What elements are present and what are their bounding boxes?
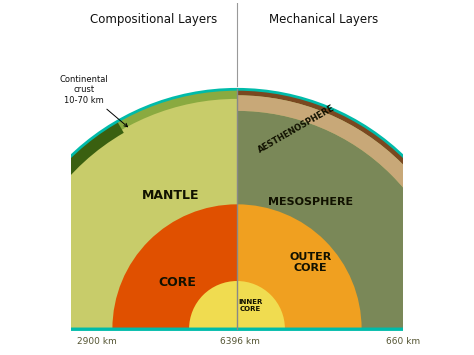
- Text: 2900 km: 2900 km: [77, 337, 117, 346]
- Wedge shape: [237, 99, 467, 329]
- Text: AESTHENOSPHERE: AESTHENOSPHERE: [257, 104, 337, 155]
- Wedge shape: [237, 204, 362, 329]
- Text: LITHOSPHERE
(10-200 km): LITHOSPHERE (10-200 km): [0, 354, 1, 355]
- Wedge shape: [189, 281, 285, 329]
- Text: INNER
CORE: INNER CORE: [238, 299, 263, 312]
- Wedge shape: [237, 89, 474, 329]
- Text: 660 km: 660 km: [386, 337, 420, 346]
- Wedge shape: [237, 95, 471, 329]
- Wedge shape: [112, 204, 237, 329]
- Text: Oceanic
crust
5-7 km: Oceanic crust 5-7 km: [0, 354, 1, 355]
- Wedge shape: [237, 89, 474, 329]
- Wedge shape: [0, 89, 237, 329]
- Text: MANTLE: MANTLE: [142, 189, 199, 202]
- Text: MESOSPHERE: MESOSPHERE: [268, 197, 353, 207]
- Text: Continental
crust
10-70 km: Continental crust 10-70 km: [60, 75, 128, 127]
- Text: Mechanical Layers: Mechanical Layers: [269, 13, 378, 26]
- Text: OUTER
CORE: OUTER CORE: [289, 252, 331, 273]
- Wedge shape: [0, 89, 237, 329]
- Wedge shape: [1, 121, 124, 290]
- Text: CORE: CORE: [158, 276, 196, 289]
- Text: Compositional Layers: Compositional Layers: [90, 13, 218, 26]
- Wedge shape: [237, 89, 474, 329]
- Text: 6396 km: 6396 km: [220, 337, 260, 346]
